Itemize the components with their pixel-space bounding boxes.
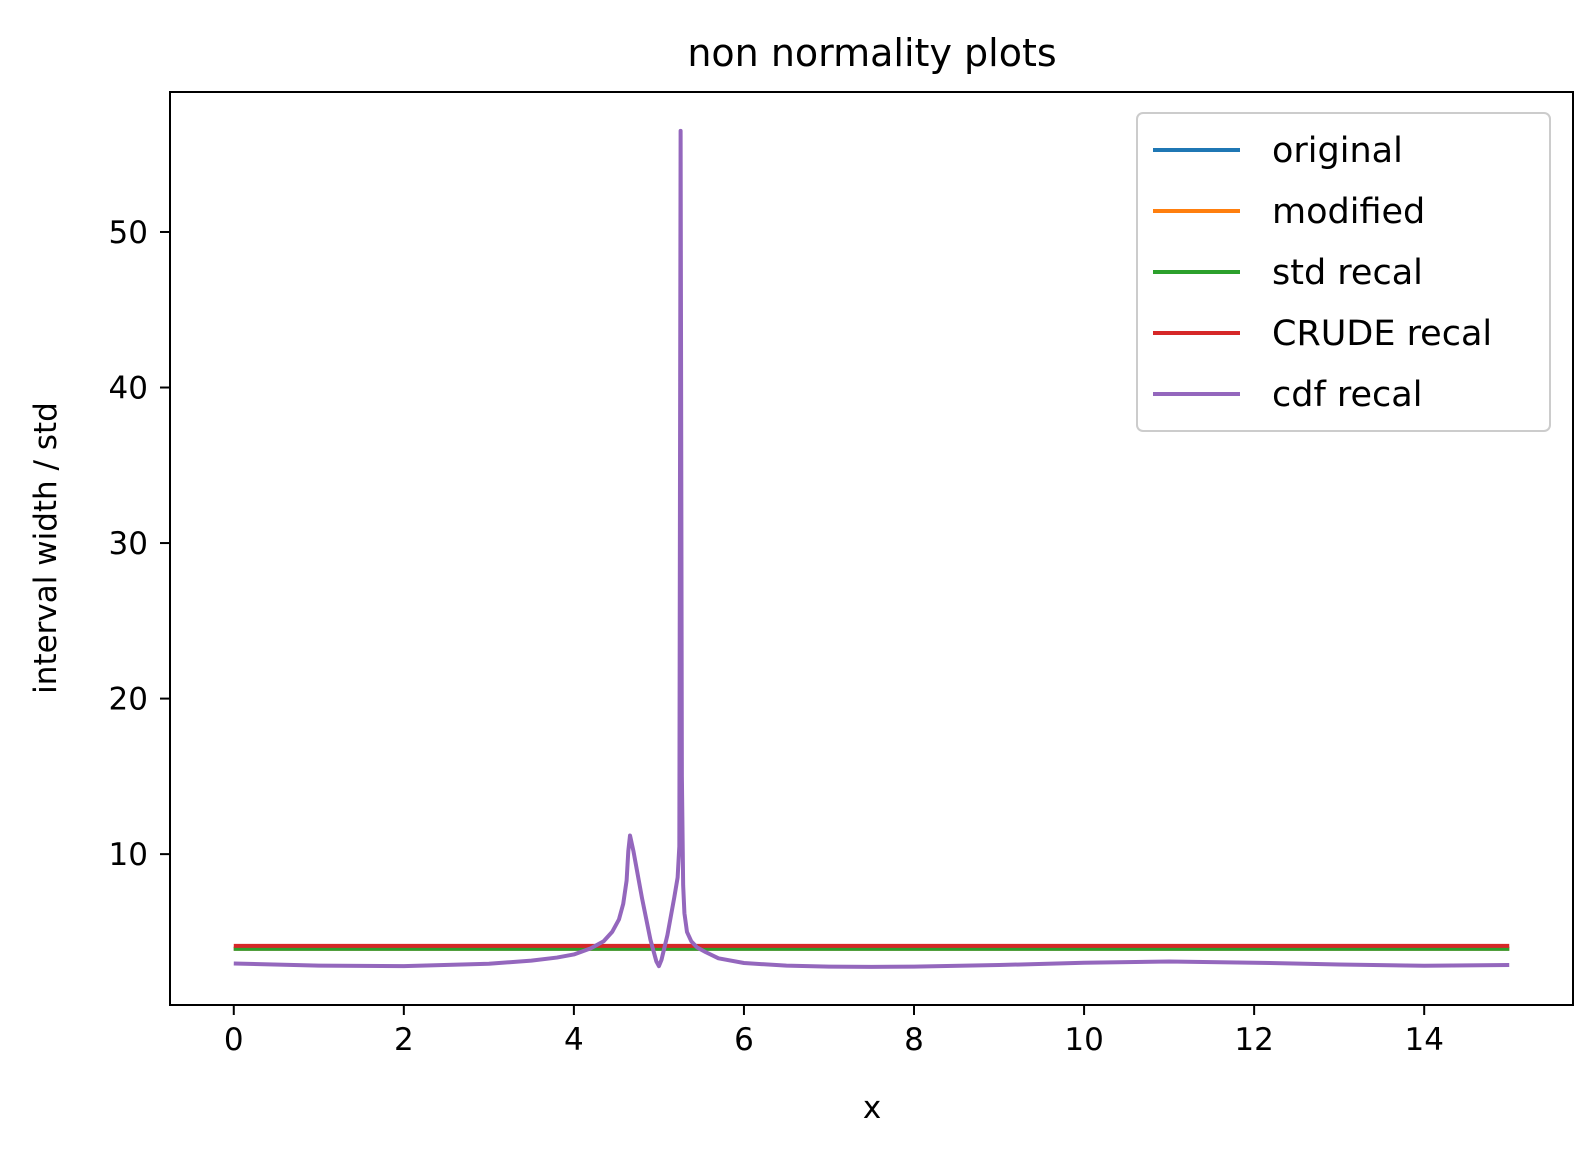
y-tick-label: 10 (109, 837, 148, 873)
legend-label: CRUDE recal (1272, 314, 1492, 354)
legend-label: std recal (1272, 253, 1423, 293)
x-tick-label: 4 (564, 1022, 584, 1058)
chart-title: non normality plots (687, 31, 1056, 75)
legend-box (1136, 112, 1551, 432)
y-tick-label: 50 (109, 215, 148, 251)
x-axis-label: x (863, 1090, 881, 1126)
x-tick-label: 14 (1404, 1022, 1443, 1058)
y-axis-label: interval width / std (28, 402, 64, 694)
legend-label: modified (1272, 192, 1425, 232)
y-tick-label: 40 (109, 371, 148, 407)
axes-frame (169, 91, 1574, 1006)
legend-entries: original modified std recal CRUDE recal cdf … (1153, 131, 1492, 415)
x-tick-label: 12 (1234, 1022, 1273, 1058)
legend-label: cdf recal (1272, 375, 1422, 415)
legend: original modified std recal CRUDE recal cdf … (1136, 112, 1551, 432)
x-tick-label: 8 (904, 1022, 924, 1058)
series-line-cdf-recal (233, 128, 1510, 969)
x-axis-ticks: 0 2 4 6 8 10 12 14 (224, 1005, 1444, 1058)
series-layer (233, 128, 1510, 969)
x-tick-label: 6 (734, 1022, 754, 1058)
y-tick-label: 30 (109, 526, 148, 562)
x-tick-label: 2 (394, 1022, 414, 1058)
x-tick-label: 10 (1064, 1022, 1103, 1058)
legend-label: original (1272, 131, 1403, 171)
y-axis-ticks: 10 20 30 40 50 (109, 215, 170, 873)
x-tick-label: 0 (224, 1022, 244, 1058)
y-tick-label: 20 (109, 682, 148, 718)
